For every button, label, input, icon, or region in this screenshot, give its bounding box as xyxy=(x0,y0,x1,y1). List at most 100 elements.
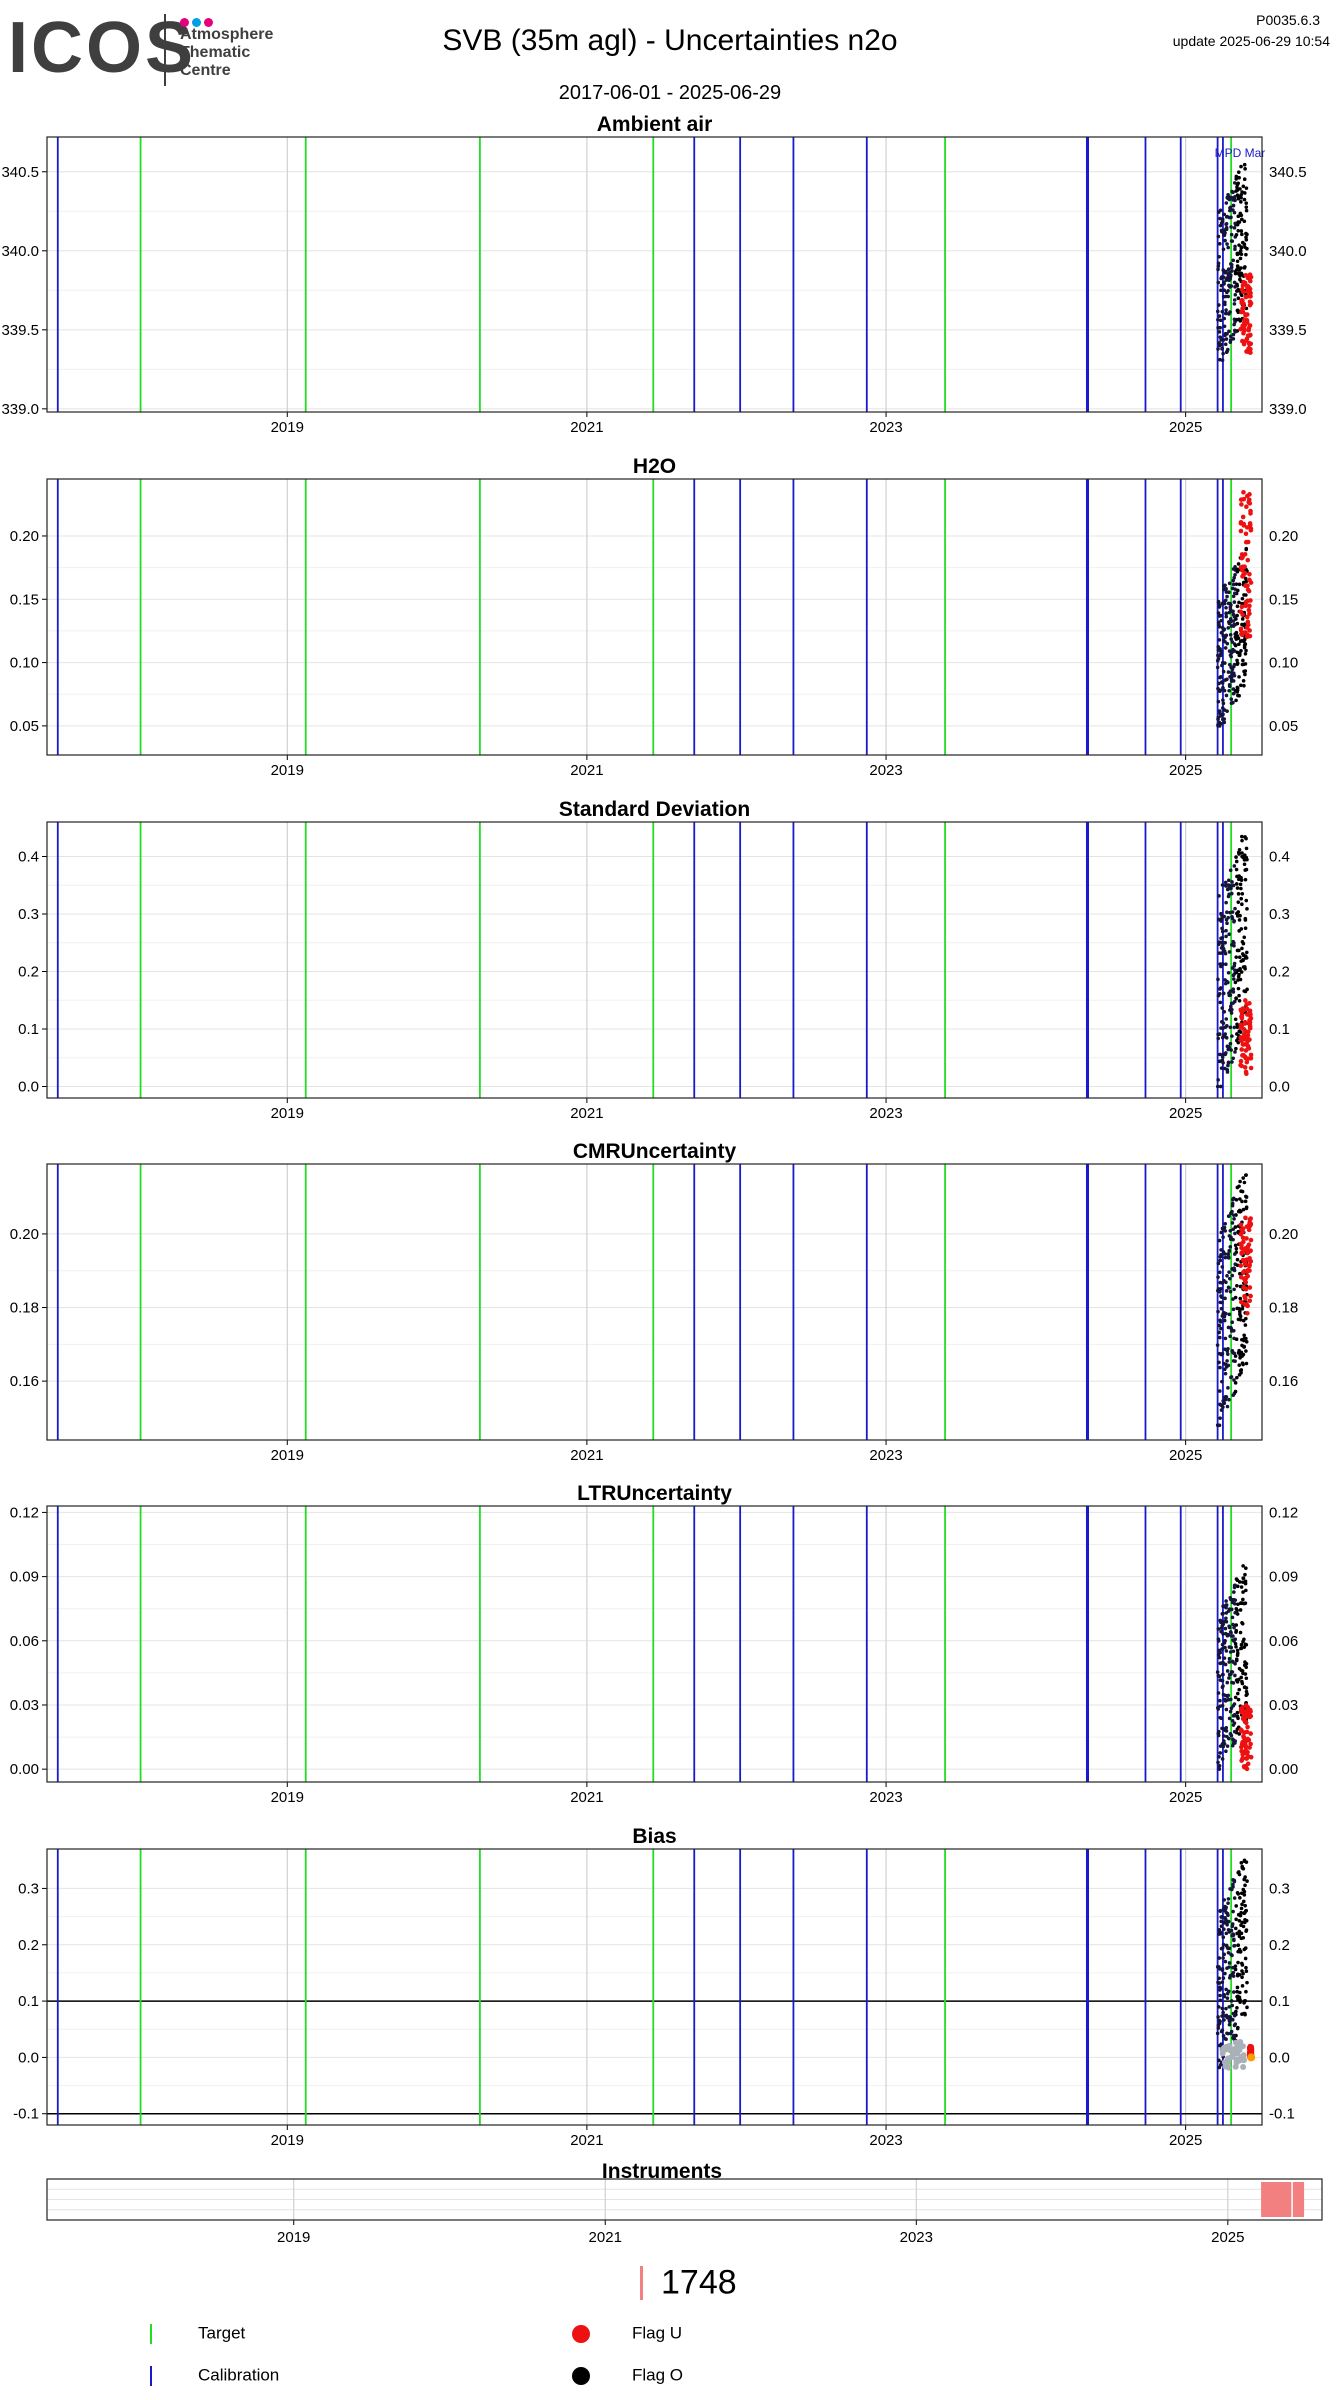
flag-u-point xyxy=(1240,289,1246,295)
flag-o-point xyxy=(1217,1755,1221,1759)
flag-o-point xyxy=(1245,2005,1249,2010)
flag-o-point xyxy=(1219,913,1224,917)
flag-o-point xyxy=(1224,1605,1228,1610)
flag-o-point xyxy=(1242,1637,1246,1642)
flag-o-point xyxy=(1234,698,1238,703)
flag-o-point xyxy=(1224,1726,1229,1730)
flag-o-point xyxy=(1221,351,1225,356)
calibration-line-icon xyxy=(150,2365,152,2386)
flag-o-point xyxy=(1239,229,1244,233)
flag-o-point xyxy=(1239,1931,1244,1936)
flag-u-point xyxy=(1246,607,1252,613)
flag-o-point xyxy=(1216,280,1221,285)
flag-o-point xyxy=(1237,220,1242,224)
flag-o-point xyxy=(1239,1646,1243,1651)
flag-o-point xyxy=(1245,987,1249,992)
flag-o-point xyxy=(1235,662,1240,666)
flag-o-point xyxy=(1231,1001,1235,1005)
flag-o-point xyxy=(1233,643,1238,648)
flag-o-point xyxy=(1220,275,1224,279)
flag-o-point xyxy=(1237,1687,1242,1692)
flag-o-point xyxy=(1238,1913,1243,1918)
flag-o-point xyxy=(1217,894,1221,898)
flag-o-point xyxy=(1235,686,1240,690)
flag-o-point xyxy=(1240,834,1244,839)
flag-o-point xyxy=(1233,1252,1237,1256)
flag-o-point xyxy=(1243,916,1248,921)
y-tick-label-right: 0.1 xyxy=(1269,1993,1290,2010)
flag-u-point xyxy=(1248,580,1254,585)
flag-o-point xyxy=(1224,605,1228,610)
flag-o-point xyxy=(1220,1914,1224,1919)
flag-o-point xyxy=(1232,322,1236,327)
flag-o-point xyxy=(1238,1314,1243,1319)
flag-o-point xyxy=(1223,880,1228,885)
flag-o-point xyxy=(1219,1026,1223,1030)
flag-u-point xyxy=(1242,1740,1248,1746)
flag-o-point xyxy=(1229,1706,1234,1711)
flag-u-point xyxy=(1239,1013,1245,1019)
flag-o-point xyxy=(1221,1956,1225,1960)
date-range: 2017-06-01 - 2025-06-29 xyxy=(558,82,782,104)
flag-o-point xyxy=(1216,2026,1221,2030)
flag-o-point xyxy=(1233,194,1237,199)
flag-o-point xyxy=(1230,1034,1234,1038)
flag-o-point xyxy=(1239,1601,1243,1605)
flag-o-point xyxy=(1217,1059,1222,1064)
flag-o-point xyxy=(1233,269,1238,274)
flag-o-point xyxy=(1224,278,1229,282)
chart-title: Bias xyxy=(632,1825,676,1848)
flag-o-point xyxy=(1224,308,1228,312)
flag-o-point xyxy=(1229,239,1234,243)
flag-o-point xyxy=(1224,1649,1229,1653)
flag-o-point xyxy=(1222,288,1226,293)
flag-o-point xyxy=(1235,690,1240,694)
flag-o-point xyxy=(1230,667,1235,672)
flag-o-point xyxy=(1231,582,1236,587)
flag-o-point xyxy=(1221,1976,1226,1980)
flag-o-point xyxy=(1235,2005,1239,2010)
legend-label-flag-u: Flag U xyxy=(632,2323,683,2343)
flag-o-point xyxy=(1218,1698,1222,1703)
flag-o-point xyxy=(1230,1615,1235,1620)
flag-o-point xyxy=(1226,2031,1230,2036)
y-tick-label-right: -0.1 xyxy=(1269,2106,1295,2123)
flag-o-point xyxy=(1235,1283,1239,1288)
flag-o-point xyxy=(1217,638,1222,642)
flag-o-point xyxy=(1230,1348,1235,1353)
flag-o-point xyxy=(1244,648,1248,653)
flag-o-point xyxy=(1237,1947,1242,1952)
flag-o-point xyxy=(1216,724,1220,728)
flag-o-point xyxy=(1232,210,1237,215)
flag-o-point xyxy=(1224,337,1229,341)
flag-o-point xyxy=(1230,1273,1235,1278)
flag-o-point xyxy=(1236,693,1240,698)
y-tick-label: 0.10 xyxy=(10,655,39,672)
y-tick-label: 0.3 xyxy=(18,1880,39,1897)
flag-u-point xyxy=(1238,1058,1244,1064)
flag-u-point xyxy=(1242,1021,1248,1026)
flag-o-point xyxy=(1219,283,1224,288)
flag-o-point xyxy=(1219,1408,1224,1412)
flag-o-point xyxy=(1217,1764,1222,1768)
chart-panel-4: LTRUncertainty 0.00 0.00 0.03 0.03 0.06 0.06 0.… xyxy=(10,1482,1298,1806)
flag-u-point xyxy=(1247,1019,1253,1025)
flag-o-point xyxy=(1228,1709,1233,1714)
chart-title: CMRUncertainty xyxy=(573,1140,737,1163)
flag-o-point xyxy=(1220,943,1225,948)
flag-o-point xyxy=(1240,891,1245,896)
flag-u-point xyxy=(1243,1279,1249,1285)
flag-o-point xyxy=(1218,675,1222,680)
flag-o-point xyxy=(1226,192,1230,197)
y-tick-label: 0.2 xyxy=(18,1937,39,1954)
flag-o-point xyxy=(1237,675,1241,679)
plot-frame xyxy=(46,136,1263,413)
flag-o-point xyxy=(1238,651,1242,656)
flag-o-point xyxy=(1244,1860,1249,1864)
flag-o-point xyxy=(1216,234,1221,239)
flag-o-point xyxy=(1219,963,1224,968)
data-points xyxy=(1215,490,1254,728)
flag-o-point xyxy=(1216,1707,1221,1711)
flag-o-point xyxy=(1243,835,1247,839)
y-tick-label: 0.06 xyxy=(10,1633,39,1650)
